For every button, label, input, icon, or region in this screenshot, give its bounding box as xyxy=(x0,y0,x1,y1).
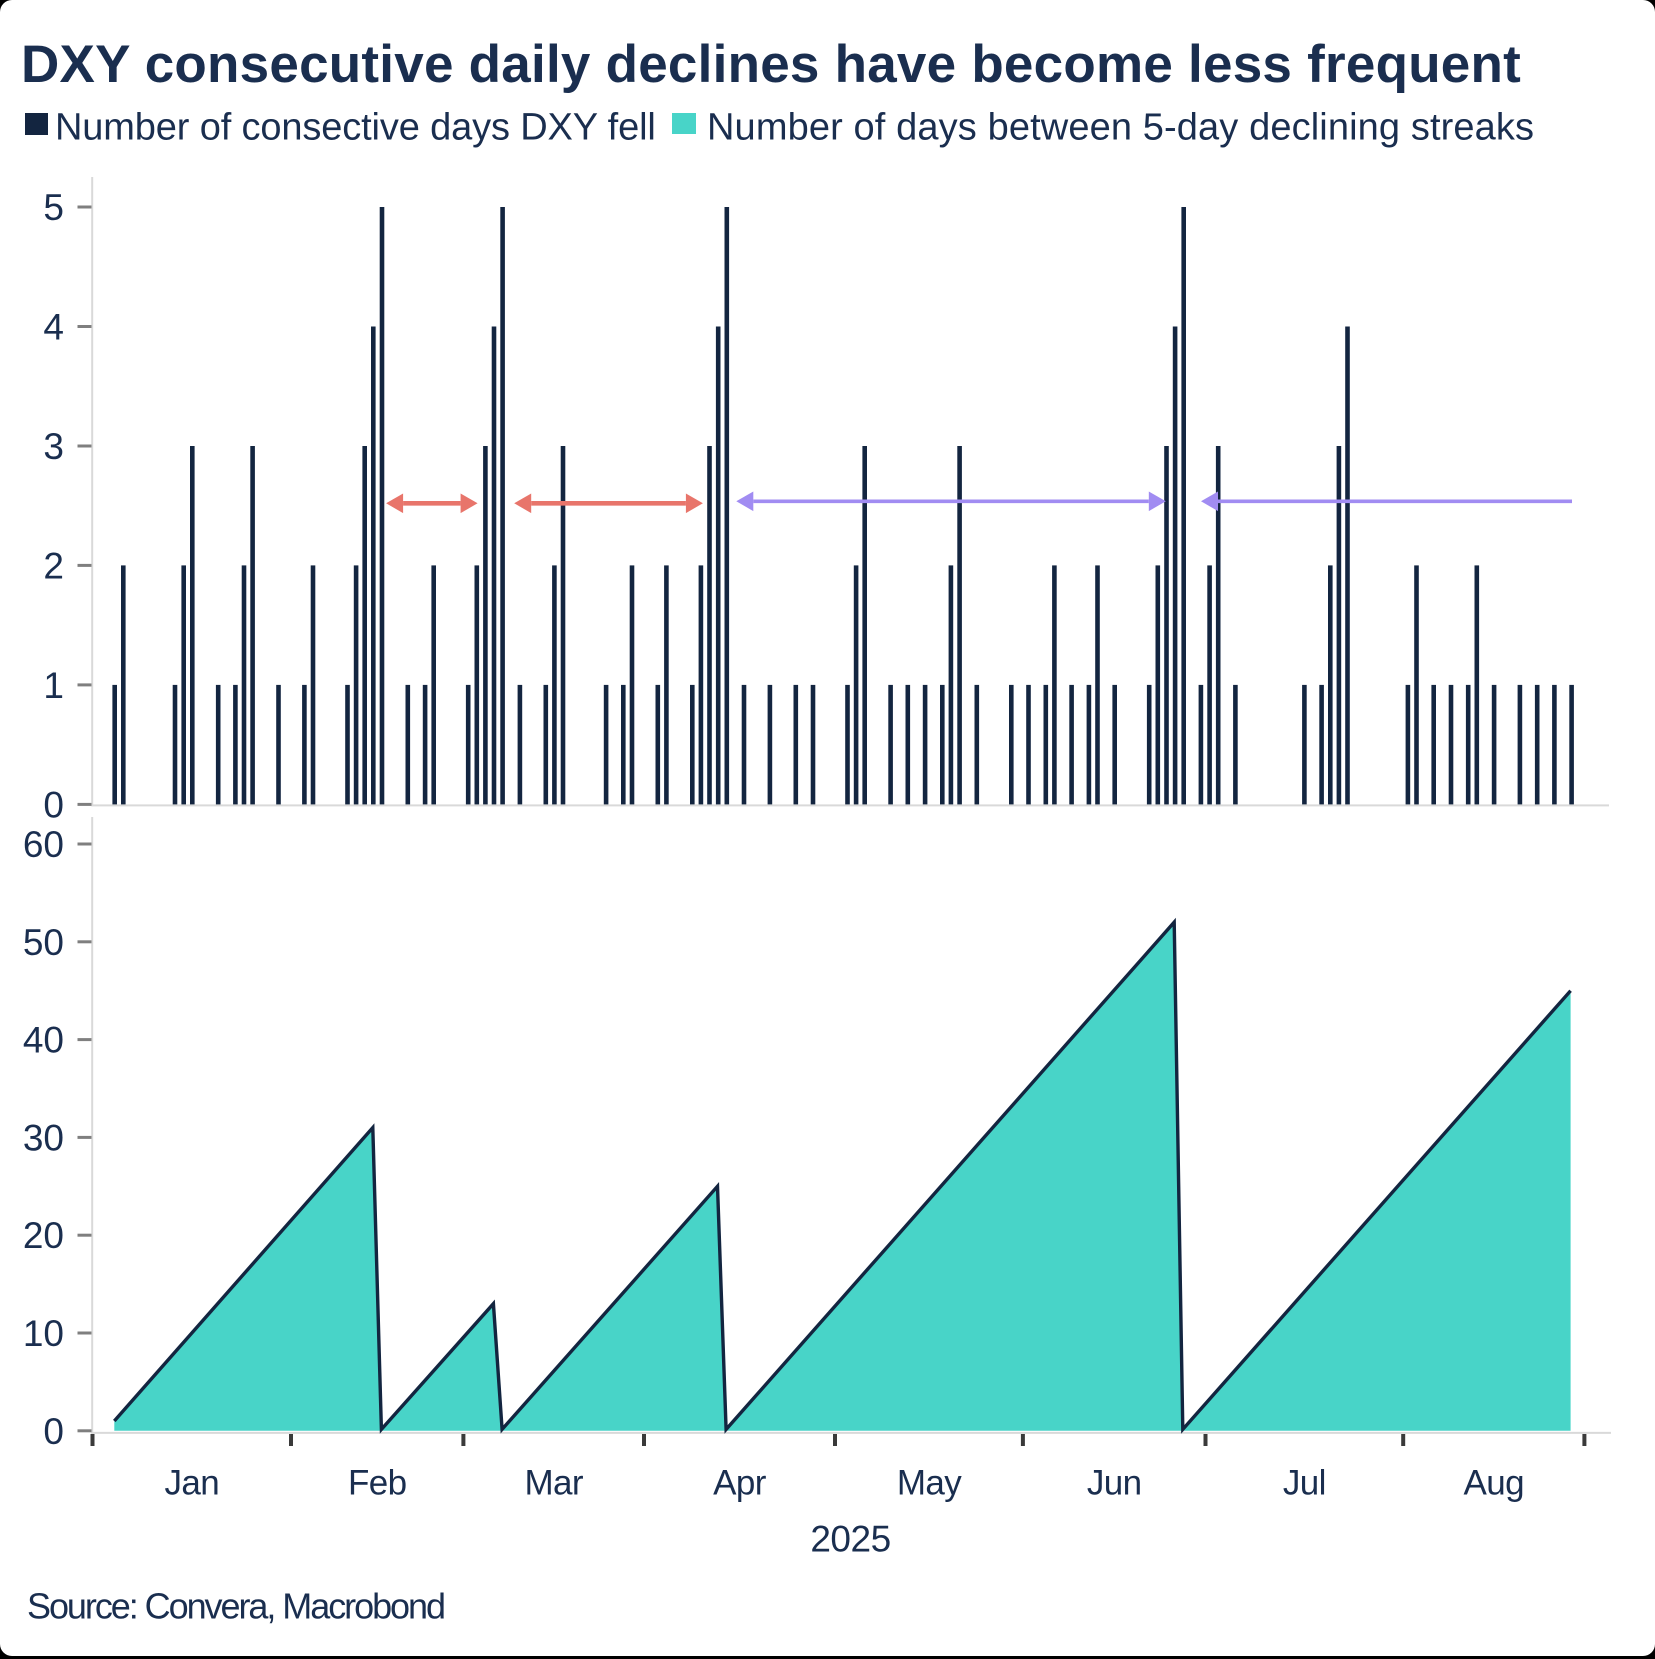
svg-text:1: 1 xyxy=(43,665,64,706)
svg-text:5: 5 xyxy=(43,187,64,228)
svg-text:3: 3 xyxy=(43,426,64,467)
svg-text:Aug: Aug xyxy=(1464,1463,1524,1502)
svg-text:Mar: Mar xyxy=(524,1463,583,1502)
svg-text:May: May xyxy=(897,1463,962,1502)
svg-text:DXY consecutive daily declines: DXY consecutive daily declines have beco… xyxy=(21,35,1521,94)
svg-text:20: 20 xyxy=(23,1215,64,1256)
svg-text:Jan: Jan xyxy=(164,1463,219,1502)
svg-text:0: 0 xyxy=(43,1411,64,1452)
svg-text:30: 30 xyxy=(23,1117,64,1158)
svg-text:Source: Convera, Macrobond: Source: Convera, Macrobond xyxy=(27,1586,444,1627)
svg-text:Number of days between 5-day d: Number of days between 5-day declining s… xyxy=(707,106,1534,148)
svg-text:2: 2 xyxy=(43,545,64,586)
svg-text:50: 50 xyxy=(23,922,64,963)
svg-text:60: 60 xyxy=(23,824,64,865)
svg-text:40: 40 xyxy=(23,1020,64,1061)
svg-text:2025: 2025 xyxy=(810,1518,890,1559)
svg-text:Apr: Apr xyxy=(713,1463,767,1502)
svg-text:Jul: Jul xyxy=(1283,1463,1326,1502)
svg-text:4: 4 xyxy=(43,307,64,348)
svg-text:0: 0 xyxy=(43,784,64,825)
svg-text:Feb: Feb xyxy=(348,1463,407,1502)
svg-text:Number of consective days DXY: Number of consective days DXY fell xyxy=(55,106,656,148)
svg-text:Jun: Jun xyxy=(1087,1463,1142,1502)
svg-text:10: 10 xyxy=(23,1313,64,1354)
